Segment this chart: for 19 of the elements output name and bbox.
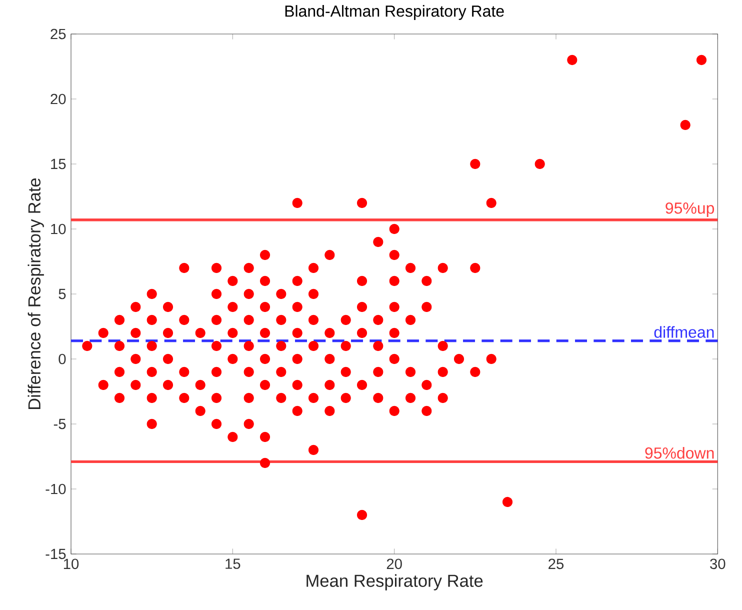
y-tick-label: 15 <box>51 158 66 170</box>
y-tick-label: -10 <box>46 484 66 494</box>
y-tick-label: 25 <box>50 28 66 40</box>
x-axis-title: Mean Respiratory Rate <box>306 574 483 590</box>
y-tick-label: -15 <box>46 548 66 560</box>
chart-title: Bland-Altman Respiratory Rate <box>285 5 504 20</box>
x-tick-label: 25 <box>548 558 564 570</box>
y-tick-label: -5 <box>54 418 66 430</box>
ref-line-label: 95%up <box>666 202 714 217</box>
y-tick-label: 0 <box>58 354 66 364</box>
x-tick-label: 20 <box>386 558 402 570</box>
y-tick-label: 5 <box>58 288 66 300</box>
ref-line-label: diffmean <box>654 326 714 338</box>
x-tick-label: 30 <box>710 558 726 570</box>
y-tick-label: 20 <box>50 94 66 104</box>
x-tick-label: 15 <box>226 558 240 569</box>
y-tick-label: 10 <box>51 224 66 234</box>
ref-line-label: 95%down <box>645 447 714 459</box>
y-axis-title: Difference of Respiratory Rate <box>28 178 44 409</box>
